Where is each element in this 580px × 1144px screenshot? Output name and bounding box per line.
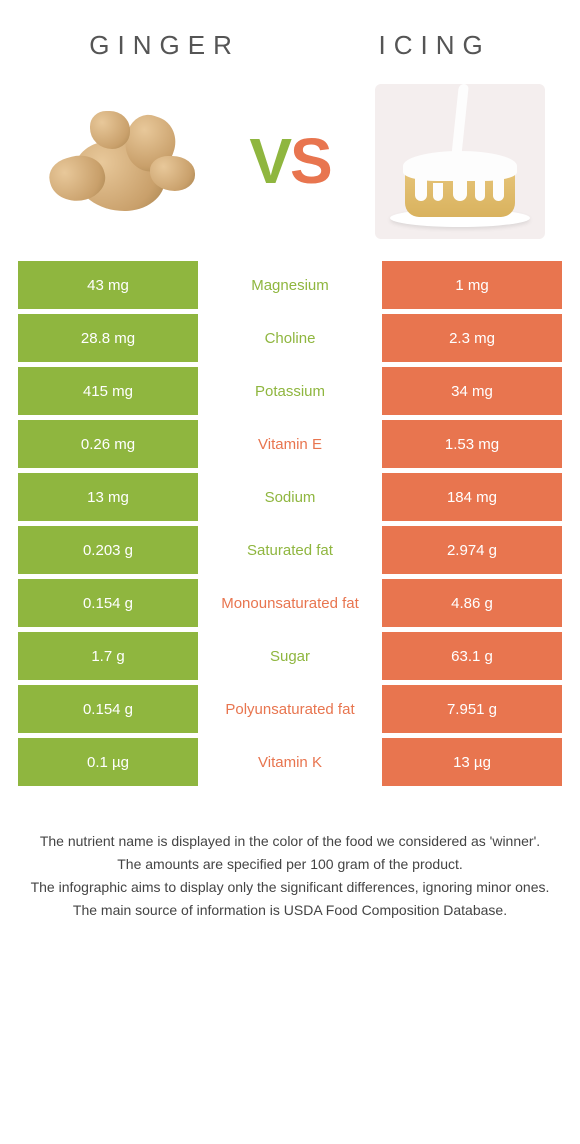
nutrient-table: 43 mgMagnesium1 mg 28.8 mgCholine2.3 mg 41… [0,261,580,786]
left-value: 0.154 g [18,685,198,733]
vs-s: S [290,124,331,198]
nutrient-row: 0.203 gSaturated fat2.974 g [18,526,562,574]
nutrient-label: Sugar [198,632,382,680]
footnote-line: The amounts are specified per 100 gram o… [30,854,550,875]
icing-image [370,81,550,241]
left-value: 0.1 µg [18,738,198,786]
header: GINGER ICING [0,0,580,71]
right-value: 4.86 g [382,579,562,627]
left-value: 415 mg [18,367,198,415]
right-value: 184 mg [382,473,562,521]
nutrient-label: Saturated fat [198,526,382,574]
nutrient-row: 13 mgSodium184 mg [18,473,562,521]
nutrient-label: Polyunsaturated fat [198,685,382,733]
nutrient-row: 43 mgMagnesium1 mg [18,261,562,309]
vs-label: V S [249,124,330,198]
footnote-line: The main source of information is USDA F… [30,900,550,921]
nutrient-row: 28.8 mgCholine2.3 mg [18,314,562,362]
nutrient-label: Magnesium [198,261,382,309]
left-value: 1.7 g [18,632,198,680]
footnote-line: The nutrient name is displayed in the co… [30,831,550,852]
right-value: 34 mg [382,367,562,415]
hero-row: V S [0,71,580,261]
right-value: 2.3 mg [382,314,562,362]
nutrient-row: 0.154 gPolyunsaturated fat7.951 g [18,685,562,733]
right-value: 1 mg [382,261,562,309]
right-value: 2.974 g [382,526,562,574]
nutrient-label: Potassium [198,367,382,415]
right-value: 63.1 g [382,632,562,680]
nutrient-label: Sodium [198,473,382,521]
left-value: 0.203 g [18,526,198,574]
footnote-line: The infographic aims to display only the… [30,877,550,898]
nutrient-label: Vitamin K [198,738,382,786]
left-value: 28.8 mg [18,314,198,362]
footnote: The nutrient name is displayed in the co… [0,791,580,943]
right-value: 1.53 mg [382,420,562,468]
nutrient-row: 0.154 gMonounsaturated fat4.86 g [18,579,562,627]
right-food-title: ICING [378,30,490,61]
left-value: 43 mg [18,261,198,309]
nutrient-row: 1.7 gSugar63.1 g [18,632,562,680]
left-value: 13 mg [18,473,198,521]
nutrient-row: 415 mgPotassium34 mg [18,367,562,415]
left-food-title: GINGER [89,30,240,61]
nutrient-label: Monounsaturated fat [198,579,382,627]
nutrient-row: 0.1 µgVitamin K13 µg [18,738,562,786]
left-value: 0.154 g [18,579,198,627]
nutrient-label: Vitamin E [198,420,382,468]
right-value: 13 µg [382,738,562,786]
right-value: 7.951 g [382,685,562,733]
nutrient-label: Choline [198,314,382,362]
left-value: 0.26 mg [18,420,198,468]
ginger-image [30,81,210,241]
nutrient-row: 0.26 mgVitamin E1.53 mg [18,420,562,468]
vs-v: V [249,124,290,198]
